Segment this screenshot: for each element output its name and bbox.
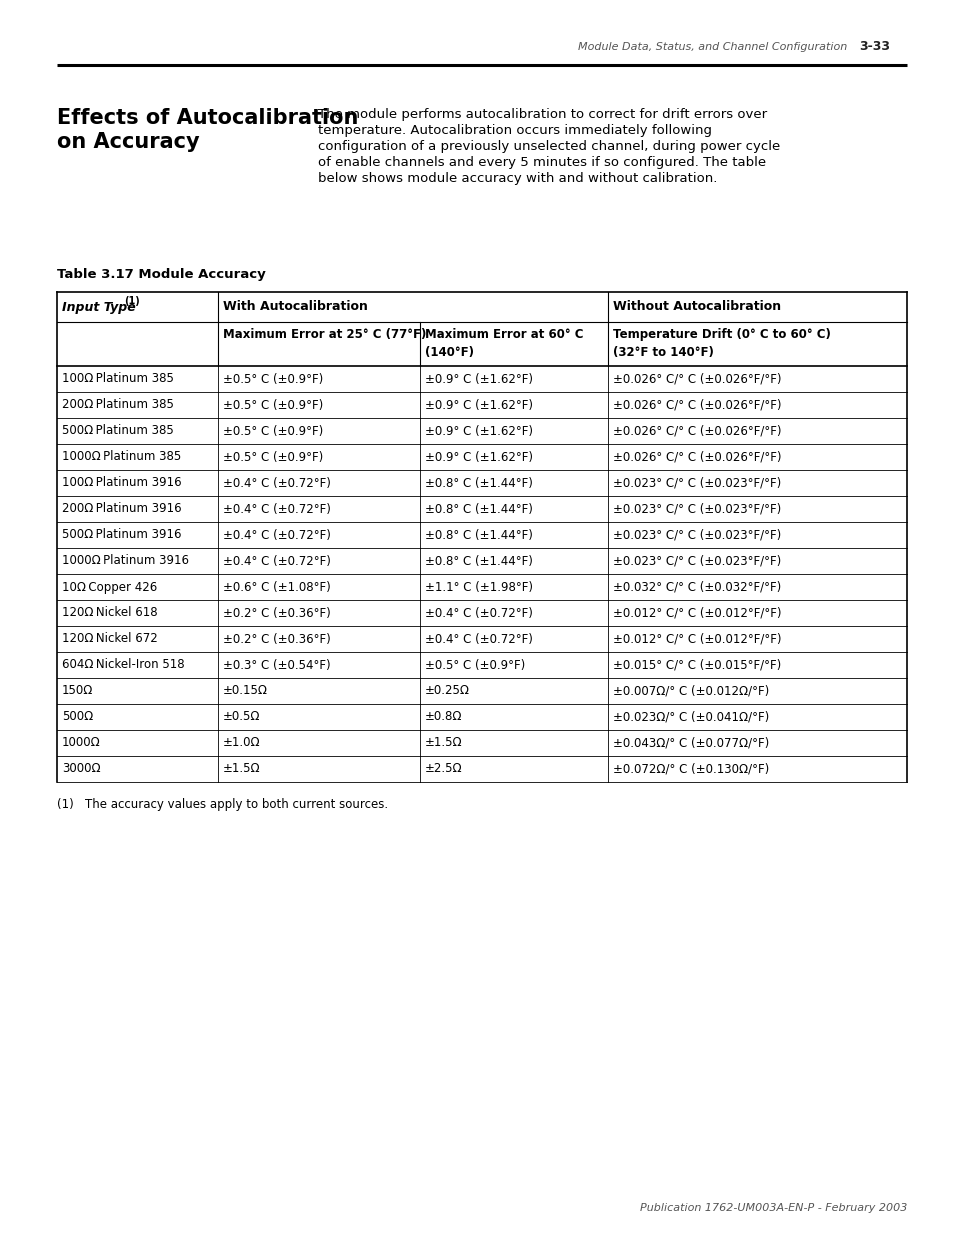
Text: ±0.026° C/° C (±0.026°F/°F): ±0.026° C/° C (±0.026°F/°F) (613, 399, 781, 411)
Text: ±0.8° C (±1.44°F): ±0.8° C (±1.44°F) (424, 555, 533, 568)
Text: below shows module accuracy with and without calibration.: below shows module accuracy with and wit… (317, 172, 717, 185)
Text: ±0.3° C (±0.54°F): ±0.3° C (±0.54°F) (223, 658, 331, 672)
Text: 200Ω Platinum 385: 200Ω Platinum 385 (62, 399, 173, 411)
Text: ±0.023° C/° C (±0.023°F/°F): ±0.023° C/° C (±0.023°F/°F) (613, 477, 781, 489)
Text: Maximum Error at 60° C
(140°F): Maximum Error at 60° C (140°F) (424, 329, 583, 359)
Text: 500Ω Platinum 385: 500Ω Platinum 385 (62, 425, 173, 437)
Text: ±0.9° C (±1.62°F): ±0.9° C (±1.62°F) (424, 451, 533, 463)
Text: ±0.9° C (±1.62°F): ±0.9° C (±1.62°F) (424, 399, 533, 411)
Text: ±0.4° C (±0.72°F): ±0.4° C (±0.72°F) (223, 529, 331, 541)
Text: 150Ω: 150Ω (62, 684, 93, 698)
Text: ±0.2° C (±0.36°F): ±0.2° C (±0.36°F) (223, 632, 331, 646)
Text: ±0.5° C (±0.9°F): ±0.5° C (±0.9°F) (424, 658, 525, 672)
Text: ±0.4° C (±0.72°F): ±0.4° C (±0.72°F) (424, 632, 533, 646)
Text: ±0.4° C (±0.72°F): ±0.4° C (±0.72°F) (223, 503, 331, 515)
Text: ±0.032° C/° C (±0.032°F/°F): ±0.032° C/° C (±0.032°F/°F) (613, 580, 781, 594)
Text: 604Ω Nickel-Iron 518: 604Ω Nickel-Iron 518 (62, 658, 185, 672)
Text: ±0.023° C/° C (±0.023°F/°F): ±0.023° C/° C (±0.023°F/°F) (613, 529, 781, 541)
Text: ±0.5° C (±0.9°F): ±0.5° C (±0.9°F) (223, 451, 323, 463)
Text: ±0.015° C/° C (±0.015°F/°F): ±0.015° C/° C (±0.015°F/°F) (613, 658, 781, 672)
Text: ±0.8Ω: ±0.8Ω (424, 710, 462, 724)
Text: ±0.2° C (±0.36°F): ±0.2° C (±0.36°F) (223, 606, 331, 620)
Text: 500Ω Platinum 3916: 500Ω Platinum 3916 (62, 529, 181, 541)
Text: 500Ω: 500Ω (62, 710, 93, 724)
Text: ±0.8° C (±1.44°F): ±0.8° C (±1.44°F) (424, 529, 533, 541)
Text: ±0.4° C (±0.72°F): ±0.4° C (±0.72°F) (223, 477, 331, 489)
Text: ±0.4° C (±0.72°F): ±0.4° C (±0.72°F) (424, 606, 533, 620)
Text: With Autocalibration: With Autocalibration (223, 300, 368, 314)
Text: Effects of Autocalibration: Effects of Autocalibration (57, 107, 358, 128)
Text: ±0.8° C (±1.44°F): ±0.8° C (±1.44°F) (424, 503, 533, 515)
Text: Input Type: Input Type (62, 300, 135, 314)
Text: ±0.5° C (±0.9°F): ±0.5° C (±0.9°F) (223, 399, 323, 411)
Text: ±0.9° C (±1.62°F): ±0.9° C (±1.62°F) (424, 373, 533, 385)
Text: ±0.8° C (±1.44°F): ±0.8° C (±1.44°F) (424, 477, 533, 489)
Text: Table 3.17 Module Accuracy: Table 3.17 Module Accuracy (57, 268, 266, 282)
Text: 3-33: 3-33 (858, 41, 889, 53)
Text: temperature. Autocalibration occurs immediately following: temperature. Autocalibration occurs imme… (317, 124, 711, 137)
Text: ±0.026° C/° C (±0.026°F/°F): ±0.026° C/° C (±0.026°F/°F) (613, 451, 781, 463)
Text: ±0.072Ω/° C (±0.130Ω/°F): ±0.072Ω/° C (±0.130Ω/°F) (613, 762, 768, 776)
Text: ±1.5Ω: ±1.5Ω (424, 736, 462, 750)
Text: ±0.023° C/° C (±0.023°F/°F): ±0.023° C/° C (±0.023°F/°F) (613, 503, 781, 515)
Text: ±1.5Ω: ±1.5Ω (223, 762, 260, 776)
Text: Publication 1762-UM003A-EN-P - February 2003: Publication 1762-UM003A-EN-P - February … (639, 1203, 906, 1213)
Text: 120Ω Nickel 618: 120Ω Nickel 618 (62, 606, 157, 620)
Text: ±0.023° C/° C (±0.023°F/°F): ±0.023° C/° C (±0.023°F/°F) (613, 555, 781, 568)
Text: ±0.5° C (±0.9°F): ±0.5° C (±0.9°F) (223, 425, 323, 437)
Text: ±0.6° C (±1.08°F): ±0.6° C (±1.08°F) (223, 580, 331, 594)
Text: 10Ω Copper 426: 10Ω Copper 426 (62, 580, 157, 594)
Text: Temperature Drift (0° C to 60° C)
(32°F to 140°F): Temperature Drift (0° C to 60° C) (32°F … (613, 329, 830, 359)
Text: 3000Ω: 3000Ω (62, 762, 100, 776)
Text: ±0.9° C (±1.62°F): ±0.9° C (±1.62°F) (424, 425, 533, 437)
Text: Maximum Error at 25° C (77°F): Maximum Error at 25° C (77°F) (223, 329, 426, 341)
Text: ±2.5Ω: ±2.5Ω (424, 762, 462, 776)
Text: ±0.012° C/° C (±0.012°F/°F): ±0.012° C/° C (±0.012°F/°F) (613, 606, 781, 620)
Text: 100Ω Platinum 3916: 100Ω Platinum 3916 (62, 477, 181, 489)
Text: ±1.0Ω: ±1.0Ω (223, 736, 260, 750)
Text: 120Ω Nickel 672: 120Ω Nickel 672 (62, 632, 157, 646)
Text: ±0.026° C/° C (±0.026°F/°F): ±0.026° C/° C (±0.026°F/°F) (613, 373, 781, 385)
Text: The module performs autocalibration to correct for drift errors over: The module performs autocalibration to c… (317, 107, 766, 121)
Text: 100Ω Platinum 385: 100Ω Platinum 385 (62, 373, 173, 385)
Text: 200Ω Platinum 3916: 200Ω Platinum 3916 (62, 503, 181, 515)
Text: ±0.012° C/° C (±0.012°F/°F): ±0.012° C/° C (±0.012°F/°F) (613, 632, 781, 646)
Text: ±0.4° C (±0.72°F): ±0.4° C (±0.72°F) (223, 555, 331, 568)
Text: ±0.007Ω/° C (±0.012Ω/°F): ±0.007Ω/° C (±0.012Ω/°F) (613, 684, 768, 698)
Text: 1000Ω Platinum 3916: 1000Ω Platinum 3916 (62, 555, 189, 568)
Text: configuration of a previously unselected channel, during power cycle: configuration of a previously unselected… (317, 140, 780, 153)
Text: ±0.5Ω: ±0.5Ω (223, 710, 260, 724)
Text: ±1.1° C (±1.98°F): ±1.1° C (±1.98°F) (424, 580, 533, 594)
Text: Module Data, Status, and Channel Configuration: Module Data, Status, and Channel Configu… (578, 42, 846, 52)
Text: 1000Ω Platinum 385: 1000Ω Platinum 385 (62, 451, 181, 463)
Text: ±0.25Ω: ±0.25Ω (424, 684, 470, 698)
Text: ±0.5° C (±0.9°F): ±0.5° C (±0.9°F) (223, 373, 323, 385)
Text: ±0.043Ω/° C (±0.077Ω/°F): ±0.043Ω/° C (±0.077Ω/°F) (613, 736, 768, 750)
Text: of enable channels and every 5 minutes if so configured. The table: of enable channels and every 5 minutes i… (317, 156, 765, 169)
Text: 1000Ω: 1000Ω (62, 736, 101, 750)
Text: (1)   The accuracy values apply to both current sources.: (1) The accuracy values apply to both cu… (57, 798, 388, 811)
Text: ±0.15Ω: ±0.15Ω (223, 684, 268, 698)
Text: on Accuracy: on Accuracy (57, 132, 199, 152)
Text: ±0.023Ω/° C (±0.041Ω/°F): ±0.023Ω/° C (±0.041Ω/°F) (613, 710, 768, 724)
Text: (1): (1) (124, 296, 139, 306)
Text: Without Autocalibration: Without Autocalibration (613, 300, 781, 314)
Text: ±0.026° C/° C (±0.026°F/°F): ±0.026° C/° C (±0.026°F/°F) (613, 425, 781, 437)
